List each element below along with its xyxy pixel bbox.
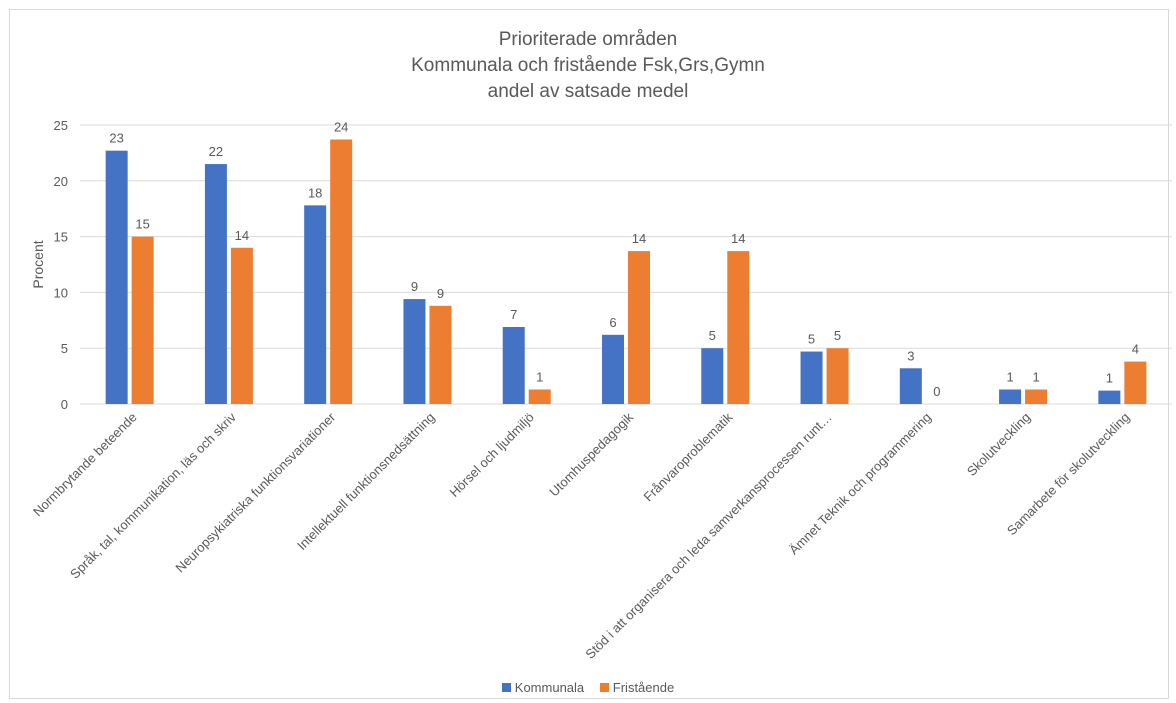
legend-item-kommunala: Kommunala (501, 679, 585, 696)
y-tick-label: 10 (54, 285, 68, 300)
bar-fristende (727, 251, 750, 404)
bar-kommunala (403, 299, 426, 404)
bar-kommunala (899, 368, 922, 404)
y-tick-label: 15 (54, 230, 68, 245)
bar-fristende (330, 139, 353, 404)
bar-fristende (528, 389, 551, 404)
bar-kommunala (204, 164, 227, 404)
bar-kommunala (502, 326, 525, 404)
data-label: 14 (731, 231, 745, 246)
data-label: 1 (536, 369, 543, 384)
data-label: 5 (834, 328, 841, 343)
legend-swatch-kommunala (501, 683, 511, 693)
data-label: 1 (1006, 369, 1013, 384)
data-label: 15 (135, 217, 149, 232)
data-label: 22 (209, 144, 223, 159)
bar-fristende (131, 236, 154, 404)
data-label: 14 (632, 231, 646, 246)
y-tick-label: 5 (61, 341, 68, 356)
legend: Kommunala Fristående (0, 679, 1176, 695)
bar-kommunala (999, 389, 1022, 404)
bar-fristende (826, 348, 849, 404)
y-tick-label: 20 (54, 174, 68, 189)
x-category-label: Hörsel och ljudmiljö (447, 410, 537, 500)
x-category-label: Utomhuspedagogik (546, 409, 636, 499)
bar-fristende (1124, 361, 1147, 404)
chart-title-line-3: andel av satsade medel (487, 81, 689, 102)
data-label: 0 (933, 384, 940, 399)
data-label: 23 (109, 131, 123, 146)
y-tick-label: 25 (54, 118, 68, 133)
data-label: 6 (609, 315, 616, 330)
data-label: 9 (437, 286, 444, 301)
data-label: 18 (308, 185, 322, 200)
x-category-label: Normbrytande beteende (30, 410, 140, 520)
data-label: 5 (709, 328, 716, 343)
x-category-label: Neuropsykiatriska funktionsvariationer (172, 409, 338, 575)
legend-item-fristaende: Fristående (599, 679, 675, 696)
chart-frame (9, 9, 1169, 699)
bar-fristende (230, 247, 253, 404)
data-label: 14 (235, 228, 249, 243)
data-label: 1 (1032, 369, 1039, 384)
legend-label-fristaende: Fristående (612, 680, 675, 696)
y-tick-label: 0 (61, 397, 68, 412)
bar-kommunala (800, 351, 823, 404)
bar-fristende (429, 305, 452, 404)
bar-kommunala (602, 334, 624, 404)
data-label: 3 (907, 348, 914, 363)
data-label: 5 (808, 332, 815, 347)
data-label: 24 (334, 120, 348, 135)
chart-title-line-2: Kommunala och fristående Fsk,Grs,Gymn (411, 55, 765, 76)
bar-kommunala (304, 205, 327, 404)
data-label: 7 (510, 307, 517, 322)
x-category-label: Frånvaroproblematik (640, 409, 735, 504)
data-label: 4 (1132, 342, 1139, 357)
data-label: 9 (411, 279, 418, 294)
bar-fristende (1025, 389, 1048, 404)
bar-kommunala (1098, 390, 1121, 404)
chart-title-line-1: Prioriterade områden (498, 29, 678, 50)
data-label: 1 (1106, 371, 1113, 386)
x-category-label: Språk, tal, kommunikation, läs och skriv (67, 409, 239, 581)
bar-kommunala (105, 150, 128, 404)
bar-kommunala (701, 348, 724, 404)
y-axis-label: Procent (30, 240, 46, 288)
x-category-label: Skolutveckling (964, 410, 1033, 479)
bar-fristende (628, 251, 650, 404)
legend-swatch-fristaende (599, 683, 609, 693)
legend-label-kommunala: Kommunala (514, 680, 585, 696)
